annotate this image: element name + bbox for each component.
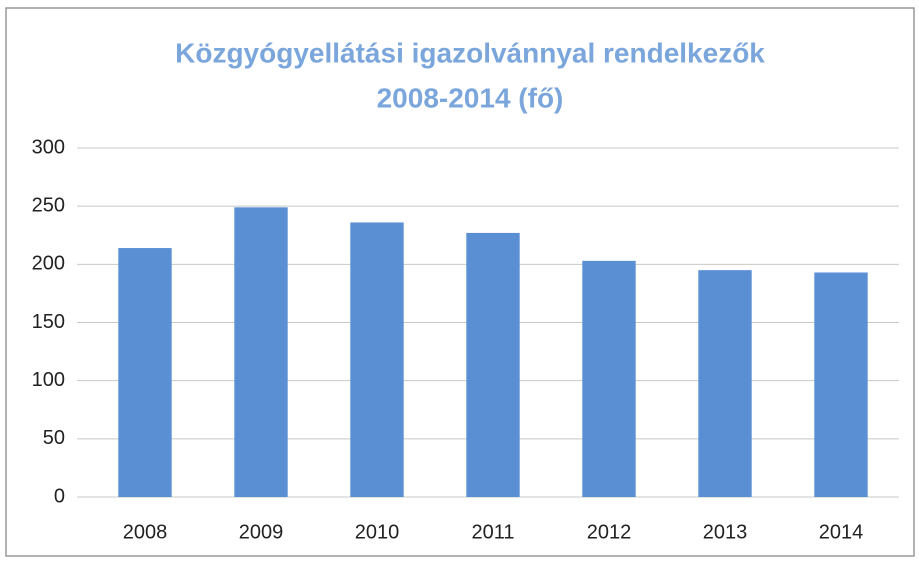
x-tick-label: 2008 (123, 521, 168, 543)
y-tick-label: 200 (32, 253, 65, 275)
x-tick-label: 2012 (587, 521, 632, 543)
x-tick-label: 2014 (819, 521, 864, 543)
x-tick-label: 2009 (239, 521, 284, 543)
bar (118, 248, 172, 497)
bar (234, 207, 288, 497)
chart-title: 2008-2014 (fő) (377, 82, 564, 113)
x-tick-label: 2013 (703, 521, 748, 543)
y-tick-label: 0 (54, 485, 65, 507)
y-tick-label: 300 (32, 136, 65, 158)
bar (350, 222, 404, 497)
bar (466, 232, 520, 497)
y-tick-label: 150 (32, 311, 65, 333)
y-tick-label: 50 (43, 427, 65, 449)
bar (814, 272, 868, 497)
chart-title: Közgyógyellátási igazolvánnyal rendelkez… (175, 37, 765, 68)
x-tick-label: 2010 (355, 521, 400, 543)
y-tick-label: 100 (32, 369, 65, 391)
y-tick-label: 250 (32, 194, 65, 216)
bar (582, 260, 636, 497)
chart-border (5, 7, 915, 557)
bar (698, 270, 752, 497)
x-tick-label: 2011 (471, 521, 514, 543)
